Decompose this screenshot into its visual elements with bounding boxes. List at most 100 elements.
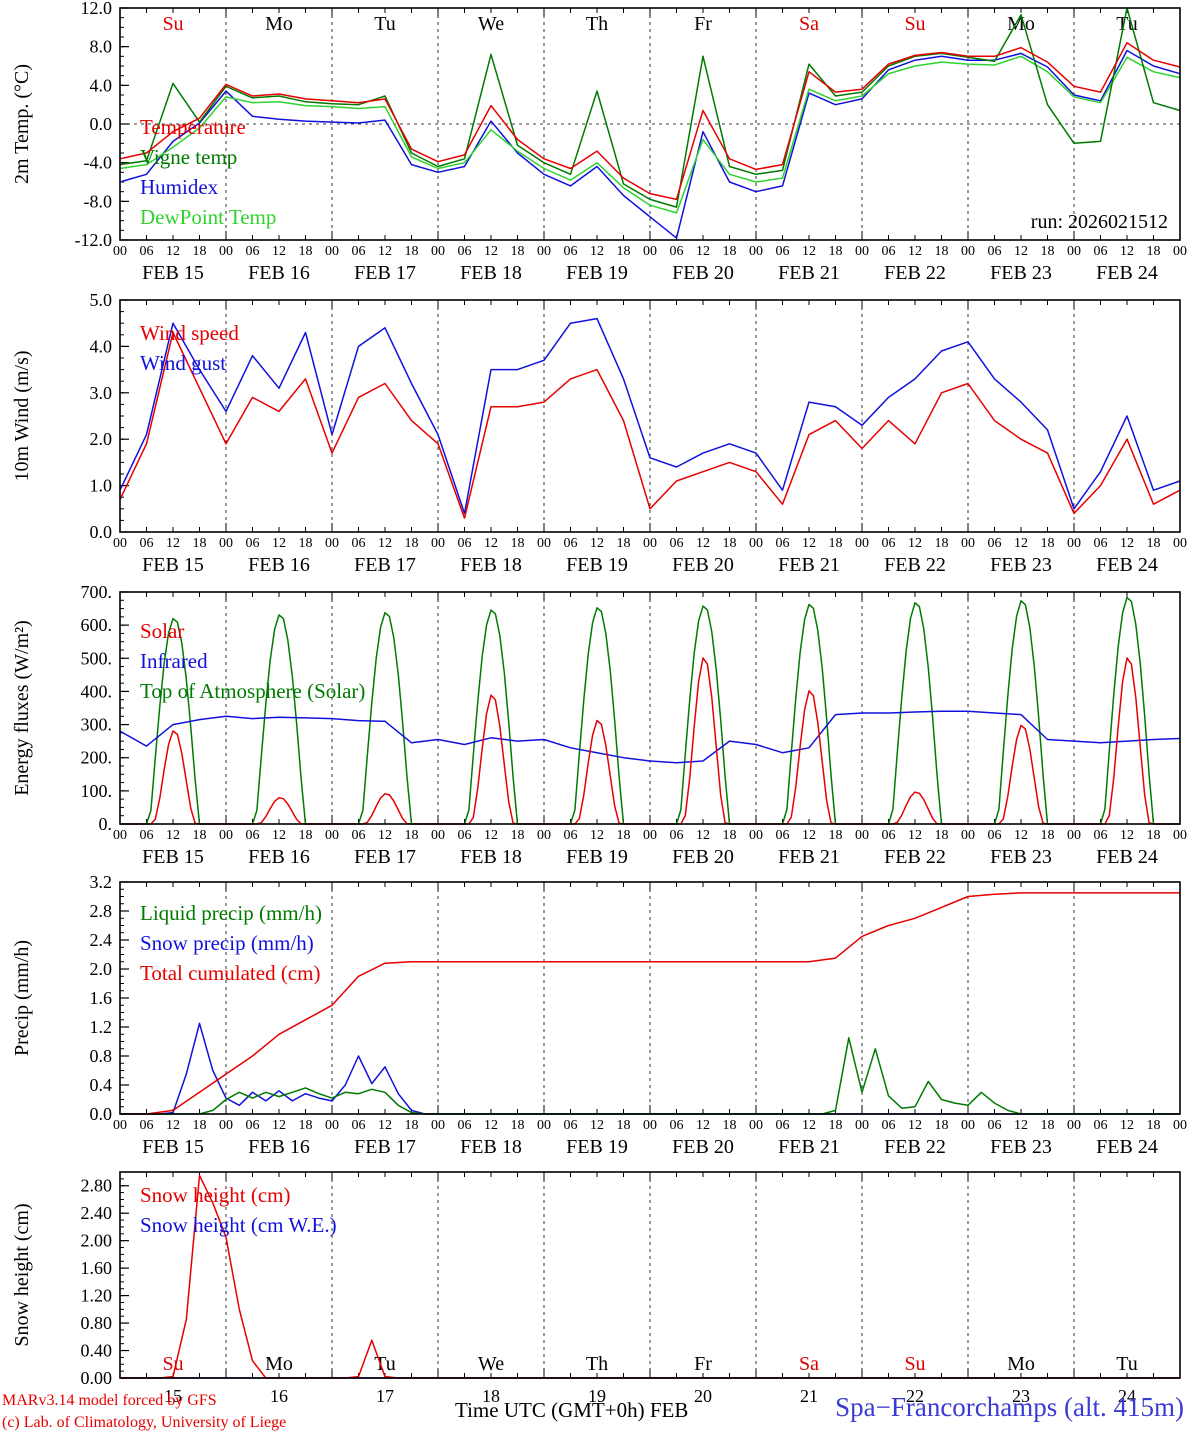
svg-text:18: 18 — [193, 536, 207, 551]
svg-text:FEB 21: FEB 21 — [778, 554, 840, 576]
svg-text:18: 18 — [1041, 244, 1055, 259]
svg-text:Mo: Mo — [1007, 13, 1035, 35]
svg-text:0.: 0. — [99, 814, 113, 834]
model-credit-line1: MARv3.14 model forced by GFS — [2, 1392, 217, 1409]
svg-text:12: 12 — [1014, 536, 1028, 551]
svg-text:12: 12 — [484, 536, 498, 551]
svg-text:FEB 22: FEB 22 — [884, 1136, 946, 1158]
svg-text:18: 18 — [1147, 536, 1161, 551]
svg-text:FEB 16: FEB 16 — [248, 846, 310, 868]
svg-text:18: 18 — [829, 244, 843, 259]
svg-text:06: 06 — [564, 244, 578, 259]
svg-text:FEB 19: FEB 19 — [566, 1136, 628, 1158]
svg-text:FEB 17: FEB 17 — [354, 1136, 416, 1158]
svg-text:12: 12 — [166, 828, 180, 843]
svg-text:06: 06 — [352, 244, 366, 259]
svg-text:Sa: Sa — [799, 13, 819, 35]
svg-text:200.: 200. — [81, 748, 113, 768]
svg-text:Mo: Mo — [1007, 1353, 1035, 1375]
svg-text:12: 12 — [1014, 1118, 1028, 1133]
svg-text:12: 12 — [378, 1118, 392, 1133]
svg-text:00: 00 — [1173, 536, 1187, 551]
svg-text:00: 00 — [1173, 828, 1187, 843]
svg-text:12: 12 — [802, 536, 816, 551]
svg-text:0.8: 0.8 — [90, 1046, 113, 1066]
svg-text:10m Wind (m/s): 10m Wind (m/s) — [11, 350, 33, 481]
svg-text:00: 00 — [855, 536, 869, 551]
svg-text:00: 00 — [1067, 1118, 1081, 1133]
svg-text:18: 18 — [723, 828, 737, 843]
svg-text:FEB 22: FEB 22 — [884, 262, 946, 284]
svg-text:06: 06 — [140, 828, 154, 843]
temperature-panel: -12.0 -8.0 -4.0 0.0 4.0 8.0 12.0 00 06 12 18 00 06 12… — [11, 0, 1187, 284]
svg-text:12: 12 — [484, 1118, 498, 1133]
svg-text:Fr: Fr — [694, 1353, 712, 1375]
svg-text:12: 12 — [272, 536, 286, 551]
svg-text:1.0: 1.0 — [90, 476, 113, 496]
svg-text:00: 00 — [113, 536, 127, 551]
svg-text:1.20: 1.20 — [81, 1286, 113, 1306]
svg-text:2.0: 2.0 — [90, 429, 113, 449]
svg-text:FEB 17: FEB 17 — [354, 554, 416, 576]
svg-text:06: 06 — [1094, 828, 1108, 843]
svg-text:Su: Su — [904, 13, 925, 35]
svg-text:1.6: 1.6 — [90, 988, 113, 1008]
svg-text:06: 06 — [776, 536, 790, 551]
svg-text:00: 00 — [961, 244, 975, 259]
svg-text:06: 06 — [776, 828, 790, 843]
svg-text:8.0: 8.0 — [90, 37, 113, 57]
svg-text:Snow height (cm): Snow height (cm) — [11, 1203, 33, 1346]
svg-text:06: 06 — [1094, 244, 1108, 259]
svg-text:12: 12 — [166, 536, 180, 551]
svg-text:06: 06 — [670, 536, 684, 551]
svg-text:FEB 18: FEB 18 — [460, 554, 522, 576]
svg-text:Th: Th — [586, 13, 608, 35]
svg-text:00: 00 — [643, 828, 657, 843]
svg-text:00: 00 — [431, 1118, 445, 1133]
svg-text:15: 15 — [164, 1386, 182, 1406]
svg-text:18: 18 — [1147, 1118, 1161, 1133]
svg-text:12: 12 — [1120, 244, 1134, 259]
svg-text:00: 00 — [749, 536, 763, 551]
svg-text:500.: 500. — [81, 648, 113, 668]
svg-text:00: 00 — [219, 244, 233, 259]
svg-text:4.0: 4.0 — [90, 75, 113, 95]
svg-text:18: 18 — [1041, 828, 1055, 843]
svg-text:Infrared: Infrared — [140, 649, 208, 673]
station-title: Spa−Francorchamps (alt. 415m) — [835, 1392, 1184, 1422]
svg-text:600.: 600. — [81, 615, 113, 635]
svg-text:19: 19 — [588, 1386, 606, 1406]
svg-text:Vigne temp: Vigne temp — [140, 145, 237, 169]
svg-text:06: 06 — [246, 244, 260, 259]
svg-text:06: 06 — [776, 1118, 790, 1133]
svg-text:18: 18 — [193, 1118, 207, 1133]
svg-text:3.2: 3.2 — [90, 874, 113, 892]
svg-text:Total cumulated (cm): Total cumulated (cm) — [140, 961, 320, 985]
svg-text:00: 00 — [643, 1118, 657, 1133]
svg-text:06: 06 — [564, 828, 578, 843]
svg-text:0.40: 0.40 — [81, 1341, 113, 1361]
svg-text:-8.0: -8.0 — [84, 191, 113, 211]
svg-text:06: 06 — [670, 1118, 684, 1133]
svg-text:FEB 21: FEB 21 — [778, 262, 840, 284]
svg-text:12: 12 — [1120, 828, 1134, 843]
svg-text:FEB 24: FEB 24 — [1096, 262, 1158, 284]
svg-text:18: 18 — [617, 244, 631, 259]
svg-text:00: 00 — [1067, 536, 1081, 551]
svg-text:12: 12 — [272, 1118, 286, 1133]
svg-text:FEB 15: FEB 15 — [142, 846, 204, 868]
svg-text:18: 18 — [723, 536, 737, 551]
svg-text:12: 12 — [590, 536, 604, 551]
svg-text:06: 06 — [458, 828, 472, 843]
svg-text:06: 06 — [882, 536, 896, 551]
svg-text:FEB 15: FEB 15 — [142, 554, 204, 576]
svg-text:Energy fluxes (W/m²): Energy fluxes (W/m²) — [11, 620, 33, 796]
svg-text:18: 18 — [617, 828, 631, 843]
svg-text:16: 16 — [270, 1386, 288, 1406]
svg-text:12.0: 12.0 — [81, 0, 113, 18]
svg-text:18: 18 — [829, 828, 843, 843]
svg-text:06: 06 — [882, 828, 896, 843]
svg-text:17: 17 — [376, 1386, 394, 1406]
svg-text:00: 00 — [219, 828, 233, 843]
svg-text:12: 12 — [1014, 828, 1028, 843]
